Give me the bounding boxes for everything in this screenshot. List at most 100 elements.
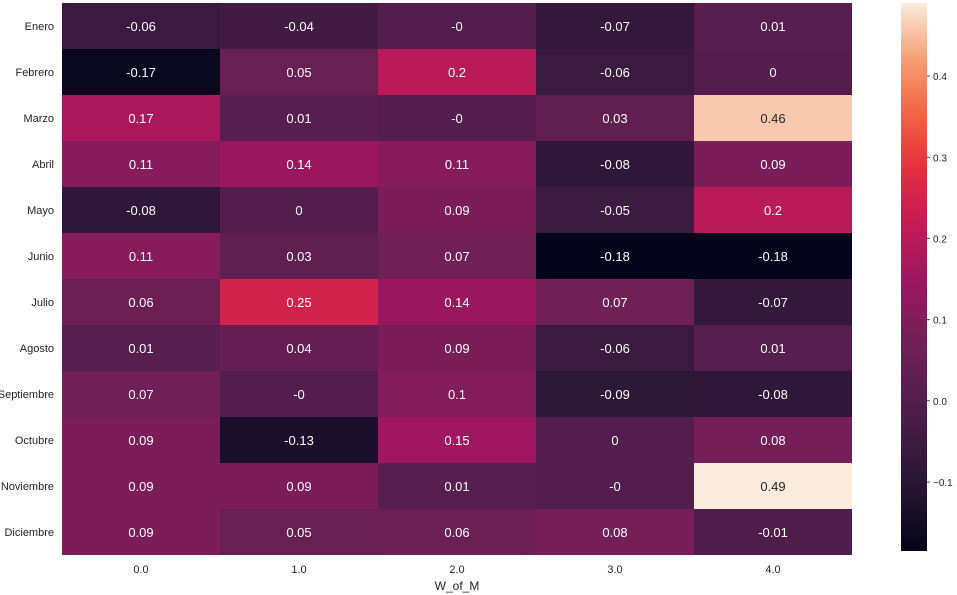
cell-value-label: 0.03 — [286, 249, 311, 264]
x-tick-label: 2.0 — [449, 564, 464, 576]
heatmap-cells — [62, 3, 852, 555]
heatmap-cell — [62, 49, 220, 95]
heatmap-cell — [536, 509, 694, 555]
cell-value-label: 0.09 — [128, 479, 153, 494]
cell-value-label: 0.08 — [602, 525, 627, 540]
y-tick-label: Febrero — [15, 67, 54, 79]
heatmap-cell — [220, 509, 378, 555]
heatmap-cell — [536, 325, 694, 371]
heatmap-cell — [220, 187, 378, 233]
y-tick-label: Abril — [32, 159, 54, 171]
heatmap-cell — [220, 95, 378, 141]
heatmap-cell — [220, 417, 378, 463]
cell-value-label: -0.06 — [600, 341, 630, 356]
heatmap-cell — [378, 49, 536, 95]
cell-value-label: 0.17 — [128, 111, 153, 126]
heatmap-cell — [220, 233, 378, 279]
x-tick-labels: 0.0 1.0 2.0 3.0 4.0 — [133, 564, 780, 576]
x-tick-label: 3.0 — [607, 564, 622, 576]
heatmap-cell — [694, 95, 852, 141]
cell-value-label: -0.04 — [284, 19, 314, 34]
y-tick-label: Septiembre — [0, 389, 54, 401]
cell-value-label: 0.49 — [760, 479, 785, 494]
heatmap-cell — [694, 279, 852, 325]
cell-value-label: 0.09 — [760, 157, 785, 172]
x-tick-label: 1.0 — [291, 564, 306, 576]
heatmap-cell — [220, 3, 378, 49]
cell-value-label: -0 — [451, 111, 463, 126]
colorbar-tick-label: −0.1 — [933, 478, 953, 489]
heatmap-cell — [62, 141, 220, 187]
y-tick-label: Junio — [28, 251, 54, 263]
cell-value-label: 0.46 — [760, 111, 785, 126]
cell-value-label: 0.01 — [286, 111, 311, 126]
heatmap-cell — [378, 3, 536, 49]
cell-value-label: 0 — [769, 65, 776, 80]
heatmap-cell — [536, 279, 694, 325]
y-tick-label: Enero — [25, 21, 54, 33]
heatmap-cell-labels: -0.06 -0.04 -0 -0.07 0.01 -0.17 0.05 0.2 -0.06 0 0… — [126, 19, 788, 540]
cell-value-label: 0.01 — [760, 341, 785, 356]
heatmap-cell — [220, 279, 378, 325]
x-tick-label: 0.0 — [133, 564, 148, 576]
heatmap-cell — [378, 417, 536, 463]
heatmap-cell — [220, 141, 378, 187]
heatmap-cell — [378, 141, 536, 187]
heatmap-cell — [62, 371, 220, 417]
cell-value-label: 0.09 — [286, 479, 311, 494]
y-tick-label: Diciembre — [4, 527, 54, 539]
heatmap-cell — [536, 3, 694, 49]
cell-value-label: 0.07 — [128, 387, 153, 402]
cell-value-label: 0.2 — [764, 203, 782, 218]
cell-value-label: -0 — [609, 479, 621, 494]
colorbar-bar — [901, 3, 927, 551]
colorbar-tick-label: 0.1 — [933, 316, 947, 327]
heatmap-cell — [62, 3, 220, 49]
heatmap-cell — [536, 187, 694, 233]
cell-value-label: -0.18 — [600, 249, 630, 264]
cell-value-label: 0.14 — [286, 157, 311, 172]
cell-value-label: 0.09 — [128, 433, 153, 448]
cell-value-label: 0.08 — [760, 433, 785, 448]
heatmap-cell — [62, 95, 220, 141]
x-tick-label: 4.0 — [765, 564, 780, 576]
colorbar-tick-label: 0.3 — [933, 153, 947, 164]
cell-value-label: 0.05 — [286, 525, 311, 540]
cell-value-label: 0.06 — [128, 295, 153, 310]
heatmap-cell — [62, 509, 220, 555]
heatmap-cell — [694, 509, 852, 555]
cell-value-label: 0.09 — [128, 525, 153, 540]
cell-value-label: 0.07 — [602, 295, 627, 310]
y-tick-label: Mayo — [27, 205, 54, 217]
heatmap-cell — [536, 95, 694, 141]
y-tick-labels: Enero Febrero Marzo Abril Mayo Junio Julio Agos… — [0, 21, 54, 539]
cell-value-label: 0.09 — [444, 203, 469, 218]
cell-value-label: 0.11 — [445, 157, 469, 172]
cell-value-label: -0.07 — [600, 19, 630, 34]
heatmap-cell — [62, 463, 220, 509]
heatmap-cell — [694, 371, 852, 417]
cell-value-label: -0 — [293, 387, 305, 402]
cell-value-label: 0.15 — [444, 433, 469, 448]
colorbar-ticks: −0.1 0.0 0.1 0.2 0.3 0.4 — [927, 72, 953, 489]
cell-value-label: -0.17 — [126, 65, 156, 80]
x-axis-label: W_of_M — [435, 579, 480, 593]
heatmap-cell — [378, 187, 536, 233]
heatmap-cell — [62, 233, 220, 279]
heatmap-cell — [220, 463, 378, 509]
heatmap-cell — [62, 325, 220, 371]
cell-value-label: 0.07 — [444, 249, 469, 264]
heatmap-cell — [694, 325, 852, 371]
heatmap-cell — [694, 463, 852, 509]
heatmap-cell — [694, 49, 852, 95]
heatmap-cell — [694, 187, 852, 233]
heatmap-cell — [220, 49, 378, 95]
heatmap-cell — [694, 417, 852, 463]
heatmap-cell — [694, 3, 852, 49]
cell-value-label: -0 — [451, 19, 463, 34]
y-tick-label: Octubre — [15, 435, 54, 447]
cell-value-label: 0.2 — [448, 65, 466, 80]
colorbar: −0.1 0.0 0.1 0.2 0.3 0.4 — [901, 3, 953, 551]
colorbar-tick-label: 0.2 — [933, 234, 947, 245]
